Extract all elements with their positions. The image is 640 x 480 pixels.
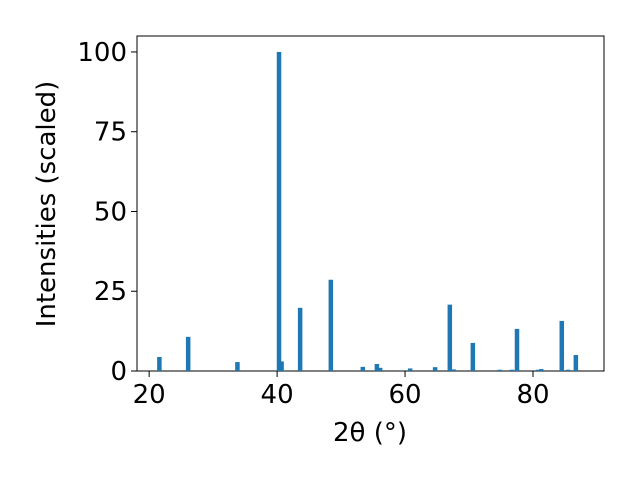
bar <box>328 279 334 371</box>
bar <box>360 366 366 371</box>
x-tick-label: 80 <box>516 380 549 410</box>
y-tick-label: 75 <box>94 118 127 148</box>
bar <box>451 369 456 371</box>
bar <box>509 369 515 371</box>
bar <box>565 369 571 371</box>
bar <box>470 342 476 371</box>
x-tick-label: 20 <box>133 380 166 410</box>
bar <box>157 356 162 371</box>
y-tick-label: 100 <box>77 38 127 68</box>
bar <box>276 51 282 371</box>
bar <box>407 368 413 371</box>
x-axis-label: 2θ (°) <box>333 418 407 448</box>
bar <box>185 336 191 371</box>
y-tick-label: 0 <box>110 357 127 387</box>
plot-frame <box>136 35 605 372</box>
y-axis-label: Intensities (scaled) <box>32 81 62 328</box>
x-tick-label: 60 <box>388 380 421 410</box>
bar <box>535 369 541 371</box>
bar <box>559 320 565 371</box>
bar <box>514 328 520 371</box>
bar <box>497 369 502 371</box>
bar <box>377 367 383 371</box>
y-tick-label: 50 <box>94 197 127 227</box>
bar <box>279 361 284 371</box>
bar <box>432 367 438 371</box>
bar <box>447 304 453 371</box>
bar <box>297 307 303 371</box>
bar <box>539 369 544 371</box>
bar <box>573 355 579 371</box>
bar <box>374 363 380 371</box>
bar <box>235 362 240 371</box>
y-tick-label: 25 <box>94 277 127 307</box>
x-tick-label: 40 <box>261 380 294 410</box>
